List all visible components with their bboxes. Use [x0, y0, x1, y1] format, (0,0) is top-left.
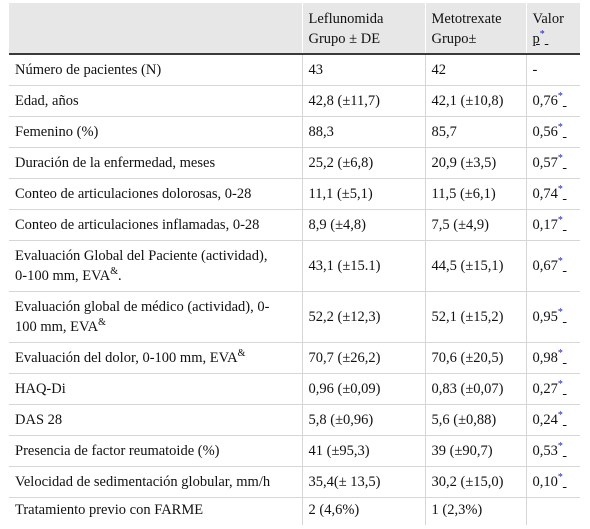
metotrexate-value: 70,6 (±20,5) [424, 342, 526, 374]
metotrexate-value: 44,5 (±15,1) [424, 240, 526, 292]
metotrexate-value: 20,9 (±3,5) [424, 147, 526, 179]
p-value: 0,95* [525, 291, 580, 343]
metotrexate-value: 85,7 [424, 116, 526, 148]
leflunomida-value: 70,7 (±26,2) [301, 342, 425, 374]
row-label: Número de pacientes (N) [9, 54, 302, 86]
leflunomida-value: 0,96 (±0,09) [301, 373, 425, 405]
table-row: Evaluación del dolor, 0-100 mm, EVA& 70,7… [9, 342, 580, 374]
metotrexate-value: 5,6 (±0,88) [424, 404, 526, 436]
table-row: HAQ-Di 0,96 (±0,09) 0,83 (±0,07) 0,27* [9, 373, 580, 405]
row-label: Presencia de factor reumatoide (%) [9, 435, 302, 467]
footnote-link[interactable]: * [557, 91, 563, 103]
p-value: 0,67* [525, 240, 580, 292]
footnote-link[interactable]: * [557, 215, 563, 227]
header-cell-variable [9, 3, 302, 55]
row-label: Femenino (%) [9, 116, 302, 148]
table-row: Femenino (%) 88,3 85,7 0,56* [9, 116, 580, 148]
footnote-link[interactable]: * [557, 379, 563, 391]
row-label: Duración de la enfermedad, meses [9, 147, 302, 179]
p-value: 0,27* [525, 373, 580, 405]
metotrexate-value: 1 (2,3%) [424, 497, 526, 525]
footnote-link[interactable]: * [557, 472, 563, 484]
row-label: Evaluación Global del Paciente (activida… [9, 240, 302, 292]
leflunomida-value: 25,2 (±6,8) [301, 147, 425, 179]
metotrexate-value: 52,1 (±15,2) [424, 291, 526, 343]
p-value: 0,56* [525, 116, 580, 148]
row-label: Conteo de articulaciones dolorosas, 0-28 [9, 178, 302, 210]
row-label: Evaluación del dolor, 0-100 mm, EVA& [9, 342, 302, 374]
p-value: 0,57* [525, 147, 580, 179]
leflunomida-value: 8,9 (±4,8) [301, 209, 425, 241]
row-label: DAS 28 [9, 404, 302, 436]
table-header: Leflunomida Grupo ± DE Metotrexate Grupo± … [9, 3, 580, 55]
header-cell-p-value: Valor p* [525, 3, 580, 55]
header-cell-leflunomida: Leflunomida Grupo ± DE [301, 3, 425, 55]
row-label: Evaluación global de médico (actividad),… [9, 291, 302, 343]
leflunomida-value: 42,8 (±11,7) [301, 85, 425, 117]
table-row: Evaluación Global del Paciente (activida… [9, 240, 580, 292]
leflunomida-value: 88,3 [301, 116, 425, 148]
table-row: Edad, años 42,8 (±11,7) 42,1 (±10,8) 0,76* [9, 85, 580, 117]
row-label: HAQ-Di [9, 373, 302, 405]
p-value [525, 497, 580, 525]
leflunomida-value: 52,2 (±12,3) [301, 291, 425, 343]
metotrexate-value: 42 [424, 54, 526, 86]
leflunomida-value: 41 (±95,3) [301, 435, 425, 467]
p-value: 0,98* [525, 342, 580, 374]
metotrexate-value: 42,1 (±10,8) [424, 85, 526, 117]
footnote-link[interactable]: * [557, 184, 563, 196]
p-value: 0,17* [525, 209, 580, 241]
row-label: Conteo de articulaciones inflamadas, 0-2… [9, 209, 302, 241]
footnote-link[interactable]: * [539, 29, 545, 41]
metotrexate-value: 39 (±90,7) [424, 435, 526, 467]
footnote-link[interactable]: * [557, 441, 563, 453]
row-label: Edad, años [9, 85, 302, 117]
footnote-link[interactable]: * [557, 256, 563, 268]
table-body: Número de pacientes (N) 43 42- Edad, años 42… [9, 54, 580, 525]
header-cell-metotrexate: Metotrexate Grupo± [424, 3, 526, 55]
table-row: Duración de la enfermedad, meses 25,2 (±6… [9, 147, 580, 179]
p-value: 0,76* [525, 85, 580, 117]
table-row: Conteo de articulaciones inflamadas, 0-2… [9, 209, 580, 241]
leflunomida-value: 43,1 (±15.1) [301, 240, 425, 292]
footnote-link[interactable]: * [557, 122, 563, 134]
footnote-link[interactable]: * [557, 307, 563, 319]
leflunomida-value: 35,4(± 13,5) [301, 466, 425, 498]
row-label: Velocidad de sedimentación globular, mm/… [9, 466, 302, 498]
p-value: 0,74* [525, 178, 580, 210]
table-row: Evaluación global de médico (actividad),… [9, 291, 580, 343]
metotrexate-value: 0,83 (±0,07) [424, 373, 526, 405]
table-row: DAS 28 5,8 (±0,96) 5,6 (±0,88) 0,24* [9, 404, 580, 436]
metotrexate-value: 7,5 (±4,9) [424, 209, 526, 241]
p-value: 0,10* [525, 466, 580, 498]
table-row: Presencia de factor reumatoide (%) 41 (±9… [9, 435, 580, 467]
table-row: Tratamiento previo con FARME 2 (4,6%) 1 (2… [9, 497, 580, 525]
table-row: Número de pacientes (N) 43 42- [9, 54, 580, 86]
p-value: 0,53* [525, 435, 580, 467]
footnote-link[interactable]: * [557, 348, 563, 360]
row-label: Tratamiento previo con FARME [15, 502, 204, 518]
table-row: Velocidad de sedimentación globular, mm/… [9, 466, 580, 498]
table-row: Conteo de articulaciones dolorosas, 0-28… [9, 178, 580, 210]
leflunomida-value: 43 [301, 54, 425, 86]
footnote-link[interactable]: * [557, 410, 563, 422]
p-value: - [525, 54, 580, 86]
leflunomida-value: 11,1 (±5,1) [301, 178, 425, 210]
p-value: 0,24* [525, 404, 580, 436]
leflunomida-value: 2 (4,6%) [301, 497, 425, 525]
footnote-link[interactable]: * [557, 153, 563, 165]
leflunomida-value: 5,8 (±0,96) [301, 404, 425, 436]
metotrexate-value: 30,2 (±15,0) [424, 466, 526, 498]
metotrexate-value: 11,5 (±6,1) [424, 178, 526, 210]
baseline-characteristics-table: Leflunomida Grupo ± DE Metotrexate Grupo± … [9, 3, 580, 525]
